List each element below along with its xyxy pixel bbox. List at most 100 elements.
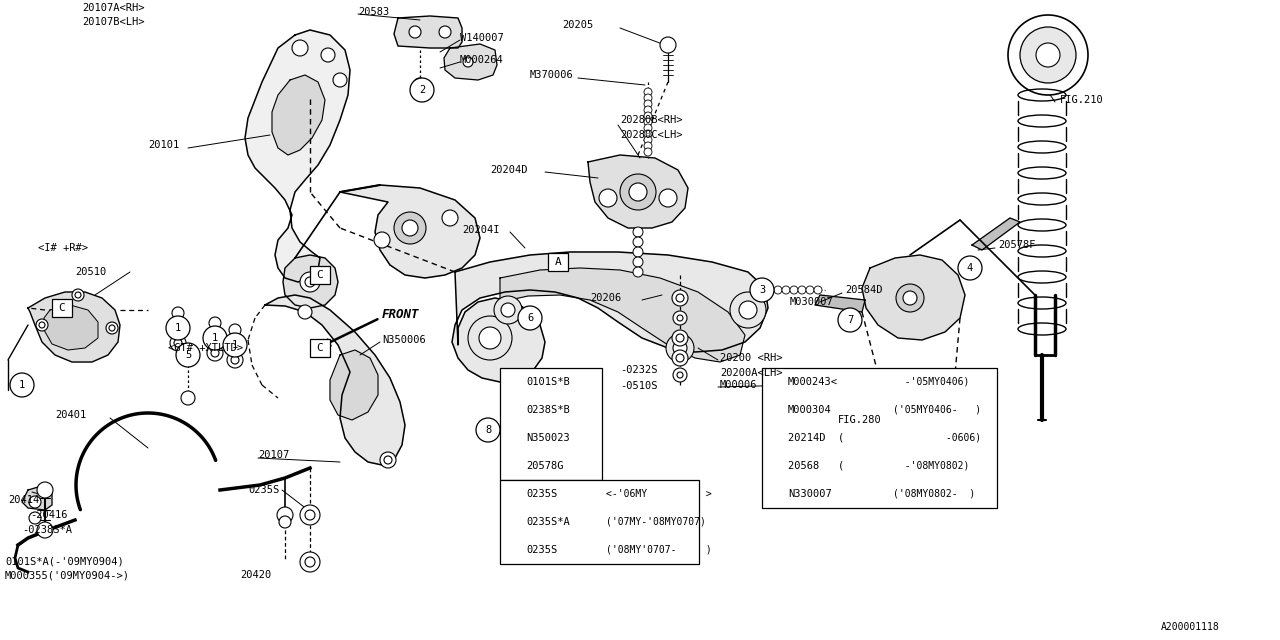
Circle shape bbox=[166, 316, 189, 340]
Circle shape bbox=[677, 372, 684, 378]
Text: 6: 6 bbox=[771, 433, 776, 442]
Circle shape bbox=[730, 292, 765, 328]
Circle shape bbox=[402, 220, 419, 236]
Circle shape bbox=[838, 308, 861, 332]
Text: 3: 3 bbox=[759, 285, 765, 295]
Circle shape bbox=[677, 315, 684, 321]
Text: 0238S*B: 0238S*B bbox=[526, 405, 570, 415]
Text: FIG.210: FIG.210 bbox=[1060, 95, 1103, 105]
Circle shape bbox=[660, 37, 676, 53]
Text: 4: 4 bbox=[966, 263, 973, 273]
Circle shape bbox=[180, 391, 195, 405]
Circle shape bbox=[442, 210, 458, 226]
Text: -20416: -20416 bbox=[29, 510, 68, 520]
Polygon shape bbox=[861, 255, 965, 340]
Circle shape bbox=[518, 306, 541, 330]
Text: 20204I: 20204I bbox=[462, 225, 499, 235]
Text: M030007: M030007 bbox=[790, 297, 833, 307]
Text: 20200A<LH>: 20200A<LH> bbox=[719, 368, 782, 378]
Circle shape bbox=[676, 334, 684, 342]
Polygon shape bbox=[815, 295, 865, 312]
Text: M000355('09MY0904->): M000355('09MY0904->) bbox=[5, 570, 131, 580]
Circle shape bbox=[279, 516, 291, 528]
Circle shape bbox=[292, 40, 308, 56]
Circle shape bbox=[620, 174, 657, 210]
Polygon shape bbox=[444, 44, 497, 80]
Text: 20107A<RH>: 20107A<RH> bbox=[82, 3, 145, 13]
Circle shape bbox=[634, 237, 643, 247]
Circle shape bbox=[374, 232, 390, 248]
Text: M00006: M00006 bbox=[719, 380, 758, 390]
Text: ('05MY0406-   ): ('05MY0406- ) bbox=[893, 405, 982, 415]
Bar bbox=[52, 299, 72, 317]
Polygon shape bbox=[340, 185, 480, 278]
Text: N350023: N350023 bbox=[526, 433, 570, 443]
Circle shape bbox=[628, 183, 646, 201]
Circle shape bbox=[211, 349, 219, 357]
Circle shape bbox=[502, 513, 520, 531]
Text: 0235S*A: 0235S*A bbox=[526, 517, 570, 527]
Circle shape bbox=[914, 426, 925, 438]
Circle shape bbox=[672, 350, 689, 366]
Text: 20578G: 20578G bbox=[526, 461, 563, 471]
Text: 7: 7 bbox=[847, 315, 854, 325]
Text: 3: 3 bbox=[508, 433, 513, 442]
Circle shape bbox=[896, 284, 924, 312]
Circle shape bbox=[644, 118, 652, 126]
Circle shape bbox=[1009, 15, 1088, 95]
Text: 20280B<RH>: 20280B<RH> bbox=[620, 115, 682, 125]
Circle shape bbox=[300, 272, 320, 292]
Text: 5: 5 bbox=[771, 392, 776, 401]
Text: 20414: 20414 bbox=[8, 495, 40, 505]
Text: -0606): -0606) bbox=[893, 433, 982, 443]
Circle shape bbox=[394, 212, 426, 244]
Text: 0235S: 0235S bbox=[526, 545, 557, 555]
Circle shape bbox=[204, 326, 227, 350]
Circle shape bbox=[634, 247, 643, 257]
Bar bbox=[500, 368, 602, 480]
Circle shape bbox=[634, 267, 643, 277]
Bar bbox=[310, 339, 330, 357]
Polygon shape bbox=[22, 485, 52, 510]
Polygon shape bbox=[283, 255, 338, 308]
Circle shape bbox=[410, 26, 421, 38]
Circle shape bbox=[380, 452, 396, 468]
Circle shape bbox=[644, 148, 652, 156]
Circle shape bbox=[223, 333, 247, 357]
Text: FRONT: FRONT bbox=[381, 308, 420, 321]
Bar bbox=[762, 368, 997, 508]
Circle shape bbox=[502, 401, 520, 419]
Circle shape bbox=[644, 100, 652, 108]
Circle shape bbox=[644, 94, 652, 102]
Circle shape bbox=[644, 130, 652, 138]
Polygon shape bbox=[28, 292, 120, 362]
Text: B: B bbox=[536, 387, 544, 397]
Circle shape bbox=[298, 305, 312, 319]
Circle shape bbox=[300, 552, 320, 572]
Circle shape bbox=[170, 335, 186, 351]
Circle shape bbox=[300, 505, 320, 525]
Circle shape bbox=[463, 57, 474, 67]
Text: M000264: M000264 bbox=[460, 55, 504, 65]
Circle shape bbox=[644, 136, 652, 144]
Circle shape bbox=[276, 507, 293, 523]
Bar bbox=[965, 399, 986, 417]
Circle shape bbox=[227, 352, 243, 368]
Text: 1: 1 bbox=[19, 380, 26, 390]
Circle shape bbox=[774, 286, 782, 294]
Text: 0101S*A(-'09MY0904): 0101S*A(-'09MY0904) bbox=[5, 557, 124, 567]
Circle shape bbox=[676, 354, 684, 362]
Circle shape bbox=[908, 420, 932, 444]
Text: 1: 1 bbox=[212, 333, 218, 343]
Circle shape bbox=[479, 327, 500, 349]
Polygon shape bbox=[888, 405, 952, 455]
Text: A200001118: A200001118 bbox=[1161, 622, 1220, 632]
Circle shape bbox=[230, 356, 239, 364]
Circle shape bbox=[672, 330, 689, 346]
Text: <GT# +XTLTD>: <GT# +XTLTD> bbox=[168, 343, 243, 353]
Text: M000304: M000304 bbox=[788, 405, 832, 415]
Circle shape bbox=[797, 286, 806, 294]
Bar bbox=[500, 480, 699, 564]
Text: 20206: 20206 bbox=[590, 293, 621, 303]
Circle shape bbox=[502, 373, 520, 391]
